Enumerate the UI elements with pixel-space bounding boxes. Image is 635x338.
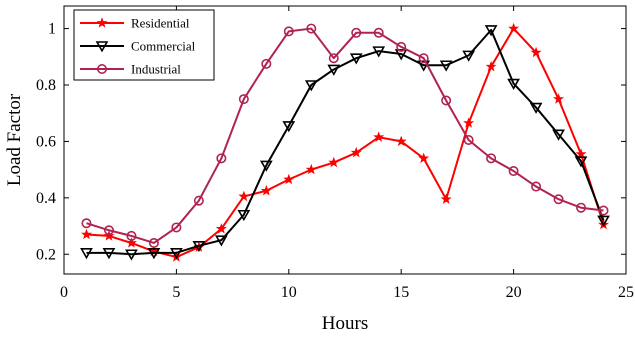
- data-point: [103, 225, 114, 236]
- y-axis-title: Load Factor: [4, 93, 25, 186]
- data-point: [396, 41, 407, 52]
- series-layer: [80, 22, 610, 262]
- data-point: [439, 60, 453, 72]
- legend-marker-commercial: [95, 41, 109, 53]
- data-point: [418, 53, 429, 64]
- data-point: [80, 248, 93, 260]
- data-point: [103, 230, 115, 241]
- axis-layer: 0 5 10 15 20 25 0.2 0.4 0.6 0.8 1: [36, 5, 634, 301]
- legend-marker-industrial: [97, 64, 108, 75]
- data-point: [486, 153, 497, 164]
- data-point: [125, 237, 137, 248]
- data-point: [529, 102, 543, 114]
- data-point: [597, 215, 610, 227]
- data-point: [507, 78, 520, 90]
- data-point: [553, 93, 565, 104]
- data-point: [328, 156, 340, 168]
- x-tick-label: 25: [618, 284, 634, 301]
- data-point: [553, 194, 564, 205]
- legend-label-residential: Residential: [131, 16, 190, 31]
- legend-marker-residential: [96, 17, 108, 28]
- plot-frame: [63, 5, 627, 275]
- data-point: [485, 60, 497, 72]
- legend: Residential Commercial Industrial: [73, 9, 215, 81]
- data-point: [216, 153, 227, 164]
- data-point: [372, 46, 386, 58]
- data-point: [306, 23, 317, 34]
- data-point: [238, 94, 249, 105]
- data-point: [373, 131, 385, 142]
- data-point: [283, 173, 295, 185]
- data-point: [214, 235, 228, 247]
- data-point: [102, 248, 116, 260]
- data-point: [462, 50, 476, 62]
- data-point: [463, 117, 475, 128]
- data-point: [440, 193, 452, 204]
- y-tick-label: 0.6: [36, 133, 56, 150]
- data-point: [441, 95, 452, 106]
- series-commercial: [80, 25, 610, 261]
- data-point: [373, 27, 384, 38]
- x-axis-title: Hours: [322, 313, 368, 334]
- x-tick-label: 5: [172, 284, 180, 301]
- data-point: [237, 209, 251, 222]
- data-point: [126, 230, 137, 241]
- data-point: [418, 152, 430, 164]
- data-point: [305, 163, 317, 175]
- data-point: [349, 53, 363, 65]
- data-point: [81, 228, 92, 240]
- data-point: [598, 205, 609, 216]
- data-point: [508, 166, 519, 177]
- data-point: [395, 135, 407, 147]
- data-point: [238, 190, 250, 202]
- data-point: [192, 240, 206, 253]
- data-point: [552, 129, 565, 141]
- data-point: [81, 218, 92, 229]
- data-point: [576, 202, 587, 213]
- data-point: [351, 27, 362, 38]
- legend-label-commercial: Commercial: [131, 39, 196, 54]
- data-point: [147, 248, 161, 260]
- data-point: [484, 25, 498, 37]
- data-point: [574, 156, 588, 168]
- data-point: [328, 53, 339, 64]
- data-point: [261, 58, 272, 69]
- y-tick-label: 0.8: [36, 77, 56, 94]
- data-point: [463, 135, 474, 146]
- data-point: [170, 248, 183, 260]
- data-point: [215, 223, 227, 234]
- data-point: [327, 64, 341, 76]
- data-point: [259, 160, 273, 172]
- data-point: [575, 148, 587, 159]
- data-point: [171, 222, 182, 233]
- data-point: [417, 60, 431, 72]
- data-point: [125, 249, 138, 261]
- series-industrial: [81, 23, 609, 248]
- data-point: [193, 195, 204, 206]
- data-point: [282, 121, 296, 133]
- y-tick-label: 0.4: [36, 190, 56, 207]
- data-point: [148, 237, 159, 248]
- legend-label-industrial: Industrial: [131, 62, 181, 77]
- data-point: [350, 146, 362, 158]
- data-point: [304, 80, 318, 92]
- x-tick-label: 0: [60, 284, 68, 301]
- y-tick-label: 1: [48, 21, 56, 38]
- y-tick-label: 0.2: [36, 246, 56, 263]
- x-tick-label: 15: [393, 284, 409, 301]
- x-tick-label: 20: [506, 284, 522, 301]
- series-line-commercial: [86, 28, 605, 256]
- data-point: [283, 26, 294, 37]
- x-tick-label: 10: [281, 284, 297, 301]
- data-point: [394, 49, 408, 61]
- data-point: [531, 181, 542, 192]
- data-point: [530, 46, 542, 58]
- data-point: [260, 185, 272, 196]
- data-point: [508, 22, 520, 34]
